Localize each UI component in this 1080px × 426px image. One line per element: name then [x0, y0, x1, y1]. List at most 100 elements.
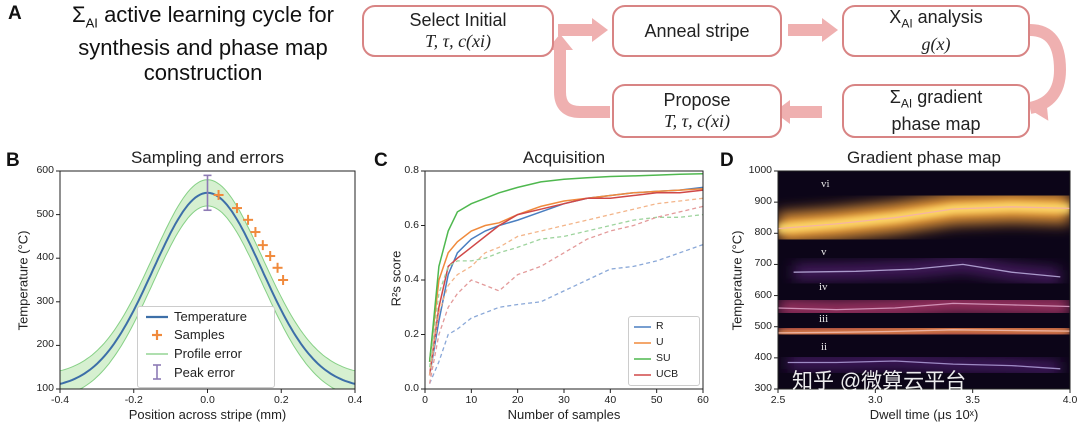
- box-select-initial: Select Initial T, τ, c(xi): [362, 5, 554, 57]
- sample-marker: [272, 262, 283, 273]
- phase-boundary-line: [787, 360, 1061, 370]
- select-initial-line1: Select Initial: [409, 10, 507, 30]
- arrowhead-2: [822, 18, 838, 42]
- watermark: 知乎 @微算云平台: [792, 370, 967, 393]
- propose-line1: Propose: [663, 90, 731, 110]
- chart-d-xtick-label: 4.0: [1062, 394, 1078, 406]
- chart-c-xtick-label: 40: [604, 394, 617, 406]
- chart-d-ytick-label: 300: [754, 382, 772, 394]
- gradient-prefix: Σ: [889, 86, 901, 107]
- sample-marker: [278, 275, 289, 285]
- sample-marker: [243, 214, 254, 225]
- sample-marker: [250, 227, 261, 238]
- cycle-title-line2: synthesis and phase map: [78, 35, 328, 61]
- chart-b-xtick-label: -0.4: [50, 394, 70, 406]
- profile-error-band: [60, 179, 355, 389]
- panel-c-letter: C: [374, 150, 388, 171]
- phase-boundary-line: [778, 302, 1070, 311]
- cycle-title-line1: active learning cycle for: [104, 2, 334, 27]
- legend-r: R: [656, 320, 664, 332]
- chart-b-xtick-label: 0.4: [347, 394, 363, 406]
- panel-a-letter: A: [8, 3, 22, 24]
- chart-d-xtick-label: 2.5: [770, 394, 786, 406]
- chart-c-xtick-label: 50: [650, 394, 663, 406]
- chart-b-legend-marks: [146, 315, 168, 380]
- legend-profile-error: Profile error: [174, 346, 242, 361]
- legend-samples: Samples: [174, 327, 225, 342]
- phase-label-vi: vi: [821, 178, 830, 190]
- chart-c-ytick-label: 0.4: [404, 273, 419, 285]
- sample-marker: [257, 240, 268, 251]
- xai-analysis-line2: g(x): [921, 34, 951, 55]
- phase-boundary-line: [778, 329, 1070, 334]
- xai-sub: AI: [901, 16, 913, 31]
- gradient-line1: ΣAI gradient: [890, 87, 983, 115]
- chart-d-xtick-label: 3.5: [965, 394, 980, 406]
- chart-d-xtick-label: 3.0: [868, 394, 883, 406]
- legend-peak-swatch: [153, 364, 161, 380]
- gradient-line2: phase map: [891, 114, 981, 135]
- legend-ucb: UCB: [656, 368, 679, 380]
- series-line-u: [428, 187, 704, 362]
- phase-label-ii: ii: [821, 341, 828, 353]
- panel-c-title: Acquisition: [522, 148, 606, 167]
- chart-c-xtick-label: 60: [697, 394, 709, 406]
- chart-d-ytick-label: 900: [754, 195, 772, 208]
- chart-c-frame: [424, 170, 704, 390]
- anneal-stripe-label: Anneal stripe: [644, 20, 750, 41]
- legend-su: SU: [656, 352, 671, 364]
- chart-c-legend-marks: [634, 326, 651, 376]
- series-line-r-dashed: [429, 243, 704, 384]
- chart-b-frame: [59, 170, 356, 390]
- chart-d-ytick-label: 1000: [748, 164, 772, 176]
- phase-boundary-line: [778, 206, 1070, 230]
- chart-b-xtick-label: -0.2: [124, 394, 143, 406]
- panel-d-title: Gradient phase map: [846, 148, 1002, 167]
- chart-c-xtick-label: 10: [465, 394, 478, 406]
- box-gradient-phase-map: ΣAI gradient phase map: [842, 84, 1030, 138]
- heatmap-layer: [778, 171, 1070, 389]
- select-initial-line2: T, τ, c(xi): [424, 31, 492, 51]
- chart-c-legend: R U SU UCB: [628, 316, 700, 386]
- chart-c-ytick-label: 0.0: [404, 382, 419, 394]
- chart-d-xlabel: Dwell time (μs 10ˣ): [869, 407, 979, 422]
- chart-b-ytick-label: 600: [36, 164, 54, 176]
- chart-c-ytick-label: 0.2: [404, 327, 419, 340]
- series-line-su-dashed: [428, 213, 704, 368]
- legend-samples-swatch: [152, 330, 162, 340]
- chart-d-ytick-label: 500: [754, 319, 772, 332]
- chart-b-ytick-label: 100: [36, 382, 54, 394]
- chart-c-ytick-label: 0.8: [404, 164, 419, 176]
- chart-b-xtick-label: 0.2: [273, 394, 289, 406]
- cycle-title: ΣAI active learning cycle for synthesis …: [38, 2, 368, 85]
- chart-b-ytick-label: 300: [36, 294, 54, 307]
- chart-d-ytick-label: 600: [754, 288, 772, 301]
- series-line-ucb: [428, 189, 704, 376]
- cycle-arrows: [547, 18, 1067, 124]
- phase-label-v: v: [821, 246, 827, 258]
- chart-d-frame: [777, 170, 1071, 390]
- phase-boundary-line: [793, 263, 1061, 278]
- chart-c-ytick-label: 0.6: [404, 218, 419, 231]
- panel-b-letter: B: [6, 150, 20, 171]
- xai-rest: analysis: [912, 6, 983, 27]
- arrowhead-4: [774, 100, 790, 124]
- cycle-title-line3: construction: [143, 60, 263, 86]
- phase-label-iii: iii: [819, 313, 829, 325]
- panel-b-title: Sampling and errors: [130, 148, 285, 167]
- legend-u: U: [656, 336, 664, 348]
- chart-c-xtick-label: 20: [511, 394, 524, 406]
- chart-d-ytick-label: 400: [754, 350, 772, 363]
- series-line-u-dashed: [428, 197, 704, 376]
- box-anneal-stripe: Anneal stripe: [612, 5, 782, 57]
- legend-temperature: Temperature: [174, 309, 247, 324]
- chart-b-ytick-label: 400: [36, 251, 54, 264]
- arrow-propose-select: [554, 48, 610, 118]
- series-line-ucb-dashed: [428, 205, 704, 384]
- sample-marker: [232, 203, 242, 214]
- propose-line2: T, τ, c(xi): [663, 111, 731, 131]
- arrowhead-3: [1030, 94, 1049, 121]
